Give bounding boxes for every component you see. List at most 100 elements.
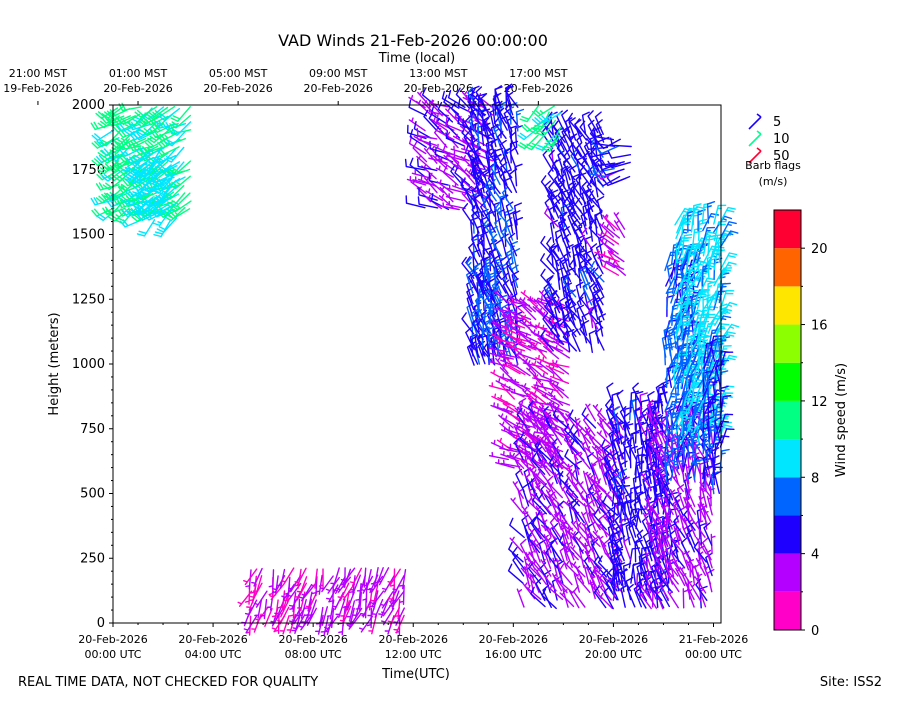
wind-barb <box>254 598 263 619</box>
wind-barb <box>516 588 525 608</box>
wind-barb <box>505 217 514 241</box>
wind-barb <box>583 536 595 555</box>
wind-barb <box>484 178 497 202</box>
wind-barb <box>670 537 684 554</box>
barb-legend-glyph <box>748 147 762 164</box>
wind-barb <box>155 148 176 165</box>
wind-barb <box>516 407 529 431</box>
wind-barb <box>531 390 548 405</box>
wind-barb <box>547 584 564 600</box>
wind-barb <box>552 243 565 267</box>
wind-barb <box>603 215 619 231</box>
wind-barb <box>597 175 621 187</box>
wind-barb <box>642 476 651 501</box>
wind-barb <box>423 147 438 164</box>
wind-barb <box>315 574 323 595</box>
top-tick-label: 01:00 MST <box>109 67 168 80</box>
wind-barb <box>594 327 605 351</box>
wind-barb <box>581 227 594 251</box>
wind-barb <box>706 201 716 224</box>
colorbar-bin <box>774 477 801 516</box>
bottom-axis: 20-Feb-2026 00:00 UTC 20-Feb-2026 04:00 UTC… <box>78 623 748 661</box>
wind-barb <box>549 538 562 562</box>
wind-barb <box>607 506 616 530</box>
wind-barb <box>254 590 268 608</box>
wind-barb <box>372 598 384 618</box>
wind-barb <box>145 106 169 120</box>
wind-barb <box>593 585 607 609</box>
wind-barb <box>701 226 716 247</box>
wind-barb <box>154 165 178 175</box>
wind-barb <box>407 124 427 140</box>
wind-barb <box>658 523 669 547</box>
wind-barb <box>615 537 625 562</box>
wind-barb <box>251 567 263 587</box>
wind-barb <box>519 431 536 453</box>
wind-barb <box>606 382 615 406</box>
wind-barb <box>602 240 619 255</box>
wind-barb <box>538 436 552 454</box>
wind-barb <box>496 437 514 452</box>
wind-barb <box>393 607 405 626</box>
wind-barb <box>561 211 572 236</box>
wind-barb <box>154 202 178 213</box>
wind-barb <box>567 463 574 484</box>
wind-barb <box>505 341 526 352</box>
wind-barb <box>484 294 496 318</box>
wind-barb <box>695 557 707 577</box>
wind-barb <box>585 403 597 422</box>
colorbar-bin <box>774 439 801 478</box>
wind-barb <box>605 398 618 422</box>
wind-barb <box>461 168 476 185</box>
wind-barb <box>631 514 643 538</box>
wind-barb <box>169 114 192 129</box>
barb-legend-label: 50 <box>773 149 790 164</box>
y-axis: 0 250 500 750 1000 1250 1500 1750 2000 <box>72 98 113 631</box>
wind-barb <box>542 134 561 152</box>
wind-barb <box>599 221 615 238</box>
wind-barb <box>151 178 173 194</box>
wind-barb <box>466 256 479 280</box>
wind-barb <box>549 359 570 368</box>
wind-barb <box>494 217 503 242</box>
wind-barb <box>508 169 518 193</box>
wind-barb <box>550 323 565 346</box>
wind-barb <box>288 591 302 610</box>
wind-barb <box>524 451 536 469</box>
wind-barb <box>520 566 535 584</box>
wind-barb <box>509 131 519 155</box>
wind-barb <box>540 253 555 275</box>
wind-barb <box>101 105 124 119</box>
wind-barb <box>527 296 548 305</box>
wind-barb <box>597 555 613 577</box>
barb-legend: 5 10 50 <box>748 113 790 164</box>
wind-barb <box>337 582 350 601</box>
wind-barb <box>530 516 542 540</box>
wind-barb <box>601 159 625 168</box>
wind-barb <box>569 490 585 506</box>
wind-barb <box>471 203 485 226</box>
y-tick-label: 1750 <box>72 163 105 178</box>
wind-barb <box>339 605 352 625</box>
wind-barb <box>661 505 673 523</box>
wind-barb <box>455 87 471 109</box>
wind-barb <box>609 577 619 601</box>
wind-barb <box>562 330 577 352</box>
wind-barb <box>680 330 695 350</box>
footer-site: Site: ISS2 <box>820 675 882 690</box>
wind-barb <box>538 405 552 423</box>
wind-barb <box>719 230 739 248</box>
wind-barb <box>535 577 546 602</box>
wind-barb <box>136 219 156 237</box>
wind-barb <box>519 105 539 123</box>
wind-barb <box>509 517 525 539</box>
wind-barb <box>494 201 508 225</box>
wind-barb <box>514 163 523 187</box>
wind-barb <box>461 312 475 335</box>
wind-barb <box>614 220 626 238</box>
wind-barb <box>581 407 597 429</box>
wind-barb <box>594 490 606 508</box>
wind-barb <box>162 122 187 131</box>
wind-barb <box>464 116 475 140</box>
wind-barb <box>645 426 659 444</box>
